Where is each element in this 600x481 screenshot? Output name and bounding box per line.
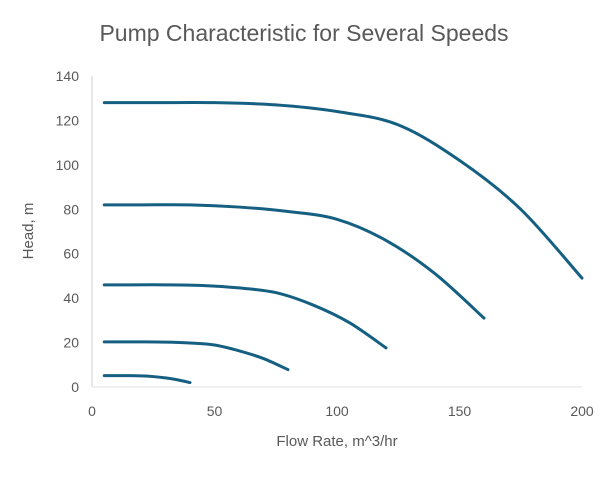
y-tick-label: 100 [56,157,80,173]
x-tick-label: 100 [325,403,349,419]
y-tick-label: 20 [63,335,79,351]
y-tick-label: 80 [63,201,79,217]
speed-curve-2 [102,203,486,320]
chart-title: Pump Characteristic for Several Speeds [99,20,508,46]
y-tick-label: 140 [56,68,80,84]
x-tick-label: 150 [448,403,472,419]
x-tick-label: 50 [207,403,223,419]
x-tick-label: 200 [570,403,594,419]
y-axis-label: Head, m [20,203,37,260]
y-tick-label: 120 [56,112,80,128]
y-tick-label: 40 [63,290,79,306]
speed-curve-3 [102,283,388,350]
x-tick-label: 0 [88,403,96,419]
speed-curve-4 [102,340,290,372]
y-tick-label: 60 [63,246,79,262]
speed-curve-1 [102,100,584,280]
x-axis-label: Flow Rate, m^3/hr [276,433,397,450]
y-tick-label: 0 [71,379,79,395]
speed-curve-5 [102,374,192,385]
